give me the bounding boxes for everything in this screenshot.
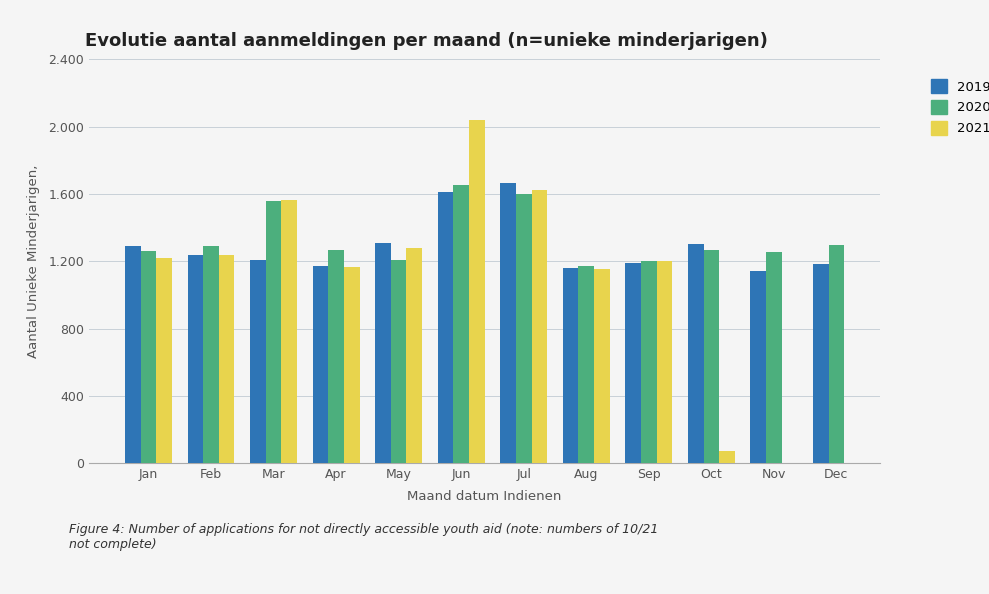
Bar <box>313 266 328 463</box>
Bar <box>140 251 156 463</box>
Legend: 2019, 2020, 2021: 2019, 2020, 2021 <box>926 74 989 140</box>
X-axis label: Maand datum Indienen: Maand datum Indienen <box>407 489 562 503</box>
Bar <box>203 246 219 463</box>
Bar <box>219 255 234 463</box>
Y-axis label: Aantal Unieke Minderjarigen,: Aantal Unieke Minderjarigen, <box>27 165 40 358</box>
Bar <box>641 261 657 463</box>
Bar <box>531 190 547 463</box>
Bar <box>563 268 579 463</box>
Bar <box>156 258 172 463</box>
Bar <box>469 120 485 463</box>
Bar <box>766 252 781 463</box>
Bar <box>125 246 140 463</box>
Bar <box>829 245 845 463</box>
Bar <box>375 243 391 463</box>
Bar <box>625 263 641 463</box>
Bar <box>328 249 344 463</box>
Bar <box>813 264 829 463</box>
Bar <box>594 269 609 463</box>
Bar <box>188 255 203 463</box>
Bar <box>438 191 453 463</box>
Bar <box>391 260 406 463</box>
Bar <box>250 260 266 463</box>
Bar <box>516 194 531 463</box>
Bar <box>266 201 281 463</box>
Bar <box>406 248 422 463</box>
Bar <box>344 267 360 463</box>
Bar <box>657 261 673 463</box>
Bar <box>579 266 594 463</box>
Bar <box>703 249 719 463</box>
Bar <box>281 200 297 463</box>
Bar <box>751 271 766 463</box>
Text: Evolutie aantal aanmeldingen per maand (n=unieke minderjarigen): Evolutie aantal aanmeldingen per maand (… <box>85 31 767 49</box>
Bar <box>688 244 703 463</box>
Bar <box>453 185 469 463</box>
Bar <box>500 183 516 463</box>
Bar <box>719 451 735 463</box>
Text: Figure 4: Number of applications for not directly accessible youth aid (note: nu: Figure 4: Number of applications for not… <box>69 523 659 551</box>
